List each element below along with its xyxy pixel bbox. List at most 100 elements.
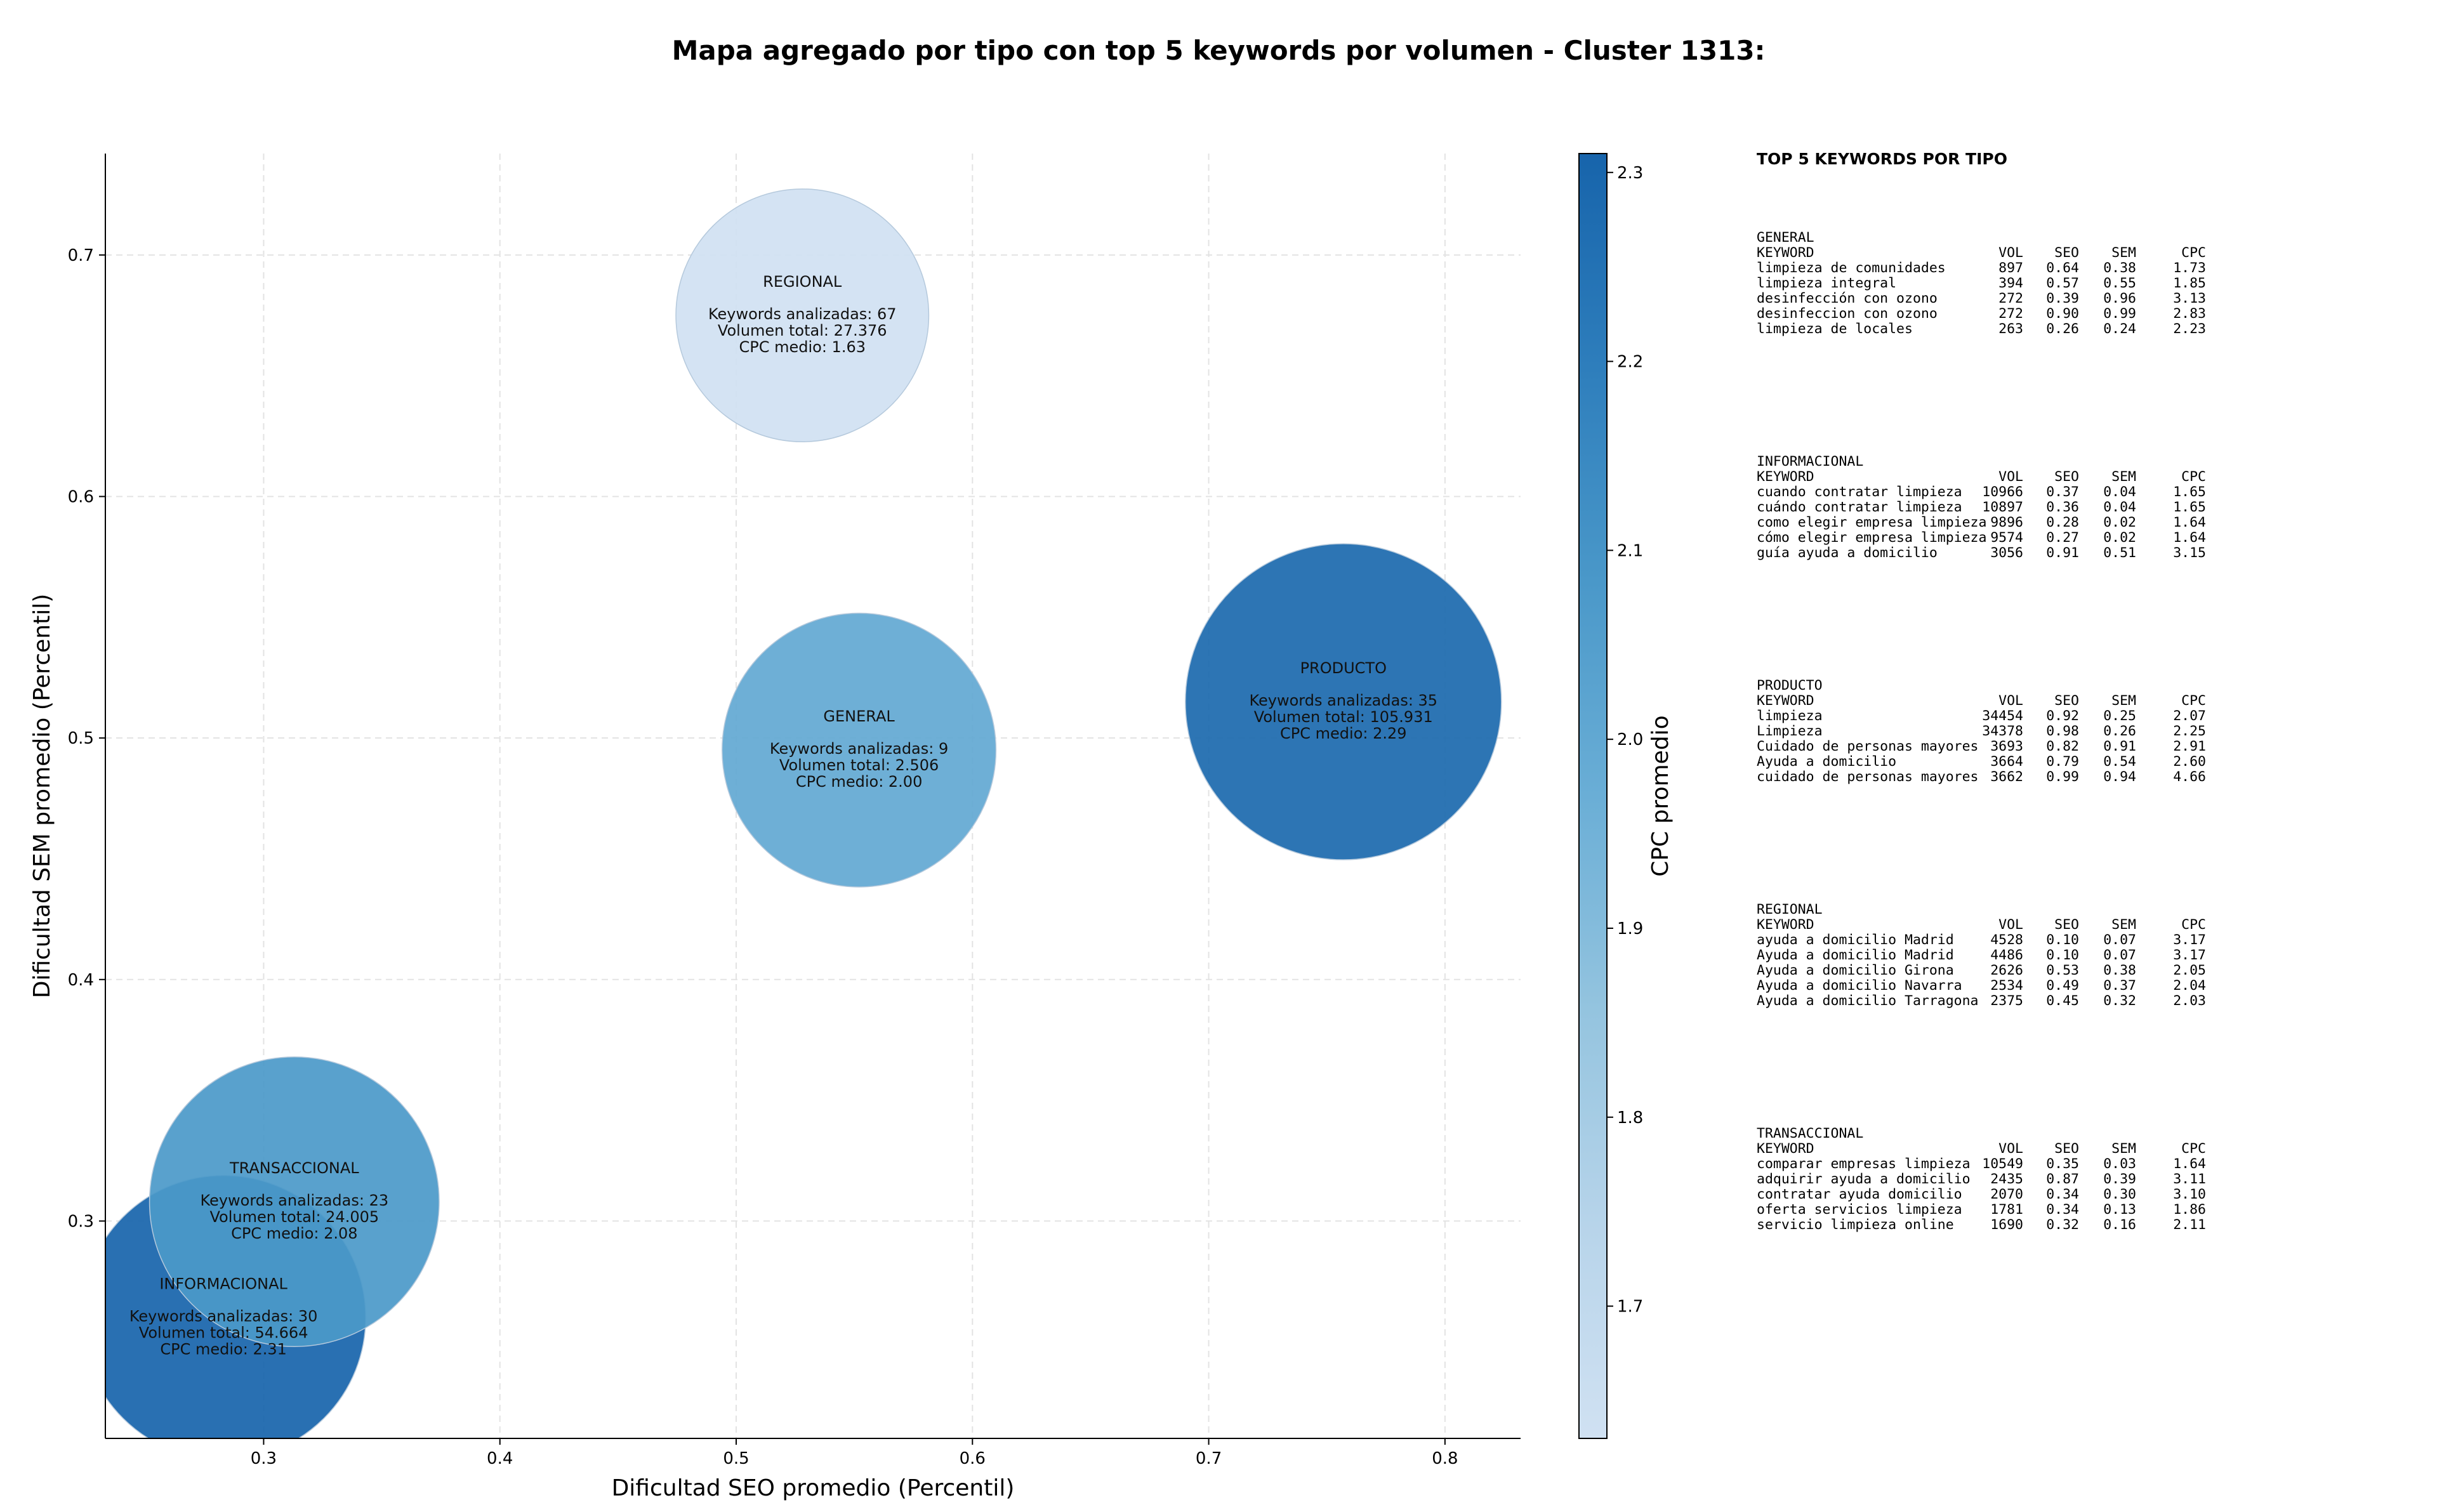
seo-cell: 0.32	[2046, 1217, 2079, 1233]
vol-cell: 1690	[1990, 1217, 2023, 1233]
sem-cell: 0.94	[2103, 769, 2136, 785]
seo-cell: SEO	[2054, 693, 2079, 709]
header-row: KEYWORD VOL SEO SEM CPC	[1757, 694, 2423, 709]
header-row: KEYWORD VOL SEO SEM CPC	[1757, 470, 2423, 485]
cpc-cell: CPC	[2181, 1141, 2206, 1157]
keyword-cell: adquirir ayuda a domicilio	[1757, 1171, 1971, 1187]
panel-title: TOP 5 KEYWORDS POR TIPO	[1757, 150, 2007, 168]
table-row: cuando contratar limpieza 10966 0.37 0.04 1.…	[1757, 485, 2423, 500]
x-tick-label: 0.4	[487, 1449, 513, 1468]
vol-cell: VOL	[1998, 1141, 2023, 1157]
sem-cell: 0.03	[2103, 1156, 2136, 1172]
table-row: oferta servicios limpieza 1781 0.34 0.13 1.8…	[1757, 1202, 2423, 1218]
cpc-cell: CPC	[2181, 917, 2206, 933]
x-tick-label: 0.7	[1196, 1449, 1222, 1468]
header-row: KEYWORD VOL SEO SEM CPC	[1757, 246, 2423, 261]
bubble-label: TRANSACCIONAL	[229, 1159, 359, 1177]
cpc-cell: CPC	[2181, 693, 2206, 709]
keyword-cell: desinfección con ozono	[1757, 291, 1938, 306]
sem-cell: 0.54	[2103, 754, 2136, 770]
vol-cell: 2070	[1990, 1187, 2023, 1202]
table-row: Limpieza 34378 0.98 0.26 2.25	[1757, 724, 2423, 739]
keyword-cell: como elegir empresa limpieza	[1757, 515, 1987, 530]
keyword-cell: limpieza	[1757, 708, 1823, 724]
sem-cell: 0.99	[2103, 306, 2136, 322]
bubble-stat: Keywords analizadas: 9	[770, 740, 948, 758]
cpc-cell: 1.85	[2173, 275, 2206, 291]
cpc-cell: 1.65	[2173, 499, 2206, 515]
keyword-cell: servicio limpieza online	[1757, 1217, 1954, 1233]
seo-cell: 0.79	[2046, 754, 2079, 770]
seo-cell: SEO	[2054, 469, 2079, 485]
x-tick-label: 0.6	[960, 1449, 986, 1468]
keyword-cell: KEYWORD	[1757, 1141, 1814, 1157]
colorbar: 1.7 1.8 1.9 2.0 2.1 2.2 2.3 CPC promedio	[1578, 153, 1674, 1439]
seo-cell: 0.26	[2046, 321, 2079, 337]
vol-cell: VOL	[1998, 469, 2023, 485]
colorbar-tick-label: 1.7	[1617, 1298, 1643, 1317]
bubble-label: REGIONAL	[763, 273, 842, 291]
cpc-cell: 2.23	[2173, 321, 2206, 337]
bubble-label: GENERAL	[823, 707, 895, 725]
y-tick-label: 0.7	[68, 246, 94, 265]
section-general: GENERAL KEYWORD VOL SEO SEM CPC limpieza de co…	[1757, 230, 2423, 454]
keyword-cell: limpieza de locales	[1757, 321, 1913, 337]
seo-cell: 0.35	[2046, 1156, 2079, 1172]
sem-cell: SEM	[2111, 693, 2136, 709]
sem-cell: 0.39	[2103, 1171, 2136, 1187]
seo-cell: 0.53	[2046, 963, 2079, 978]
section-type-label: PRODUCTO	[1757, 678, 1823, 694]
seo-cell: 0.27	[2046, 530, 2079, 546]
vol-cell: 394	[1998, 275, 2023, 291]
sem-cell: SEM	[2111, 917, 2136, 933]
colorbar-gradient	[1578, 153, 1608, 1439]
bubble-stat: Volumen total: 105.931	[1254, 708, 1433, 726]
section-producto: PRODUCTO KEYWORD VOL SEO SEM CPC limpieza 34454…	[1757, 678, 2423, 902]
bubble-regional	[675, 188, 930, 442]
cpc-cell: 2.05	[2173, 963, 2206, 978]
keyword-cell: KEYWORD	[1757, 245, 1814, 261]
vol-cell: 897	[1998, 260, 2023, 276]
sem-cell: SEM	[2111, 1141, 2136, 1157]
y-tick-label: 0.3	[68, 1212, 94, 1231]
chart-title: Mapa agregado por tipo con top 5 keyword…	[671, 35, 1766, 66]
vol-cell: 10897	[1982, 499, 2023, 515]
seo-cell: 0.82	[2046, 739, 2079, 754]
keyword-cell: contratar ayuda domicilio	[1757, 1187, 1962, 1202]
table-row: cuidado de personas mayores 3662 0.99 0.94 4…	[1757, 770, 2423, 785]
bubble-stat: CPC medio: 2.00	[796, 773, 923, 791]
seo-cell: 0.92	[2046, 708, 2079, 724]
vol-cell: 34454	[1982, 708, 2023, 724]
bubble-label: INFORMACIONAL	[159, 1275, 287, 1293]
vol-cell: 3662	[1990, 769, 2023, 785]
vol-cell: 3664	[1990, 754, 2023, 770]
x-tick-label: 0.8	[1432, 1449, 1458, 1468]
section-transaccional: TRANSACCIONAL KEYWORD VOL SEO SEM CPC comparar…	[1757, 1126, 2423, 1350]
sem-cell: 0.32	[2103, 993, 2136, 1009]
cpc-cell: 4.66	[2173, 769, 2206, 785]
table-row: servicio limpieza online 1690 0.32 0.16 2.11	[1757, 1218, 2423, 1233]
vol-cell: 10966	[1982, 484, 2023, 500]
bubble-stat: Volumen total: 24.005	[209, 1208, 379, 1226]
seo-cell: 0.34	[2046, 1187, 2079, 1202]
axes: 0.3 0.4 0.5 0.6 0.7 0.8 0.3 0.4 0.5 0.6 0.7 Dificul…	[29, 154, 1521, 1501]
table-row: Ayuda a domicilio Navarra 2534 0.49 0.37 2.0…	[1757, 978, 2423, 994]
sem-cell: 0.38	[2103, 963, 2136, 978]
keyword-cell: guía ayuda a domicilio	[1757, 545, 1938, 561]
seo-cell: 0.99	[2046, 769, 2079, 785]
bubble-stat: Keywords analizadas: 67	[708, 305, 897, 323]
sem-cell: 0.07	[2103, 932, 2136, 948]
bubble-stat: Keywords analizadas: 35	[1249, 692, 1437, 709]
colorbar-tick-label: 1.9	[1617, 919, 1643, 938]
cpc-cell: CPC	[2181, 245, 2206, 261]
vol-cell: 9896	[1990, 515, 2023, 530]
cpc-cell: 3.10	[2173, 1187, 2206, 1202]
section-type-label: TRANSACCIONAL	[1757, 1126, 1864, 1141]
seo-cell: 0.57	[2046, 275, 2079, 291]
vol-cell: VOL	[1998, 693, 2023, 709]
bubble-label: PRODUCTO	[1300, 659, 1387, 677]
keyword-cell: KEYWORD	[1757, 693, 1814, 709]
sem-cell: 0.30	[2103, 1187, 2136, 1202]
seo-cell: 0.10	[2046, 932, 2079, 948]
table-row: limpieza de locales 263 0.26 0.24 2.23	[1757, 322, 2423, 337]
